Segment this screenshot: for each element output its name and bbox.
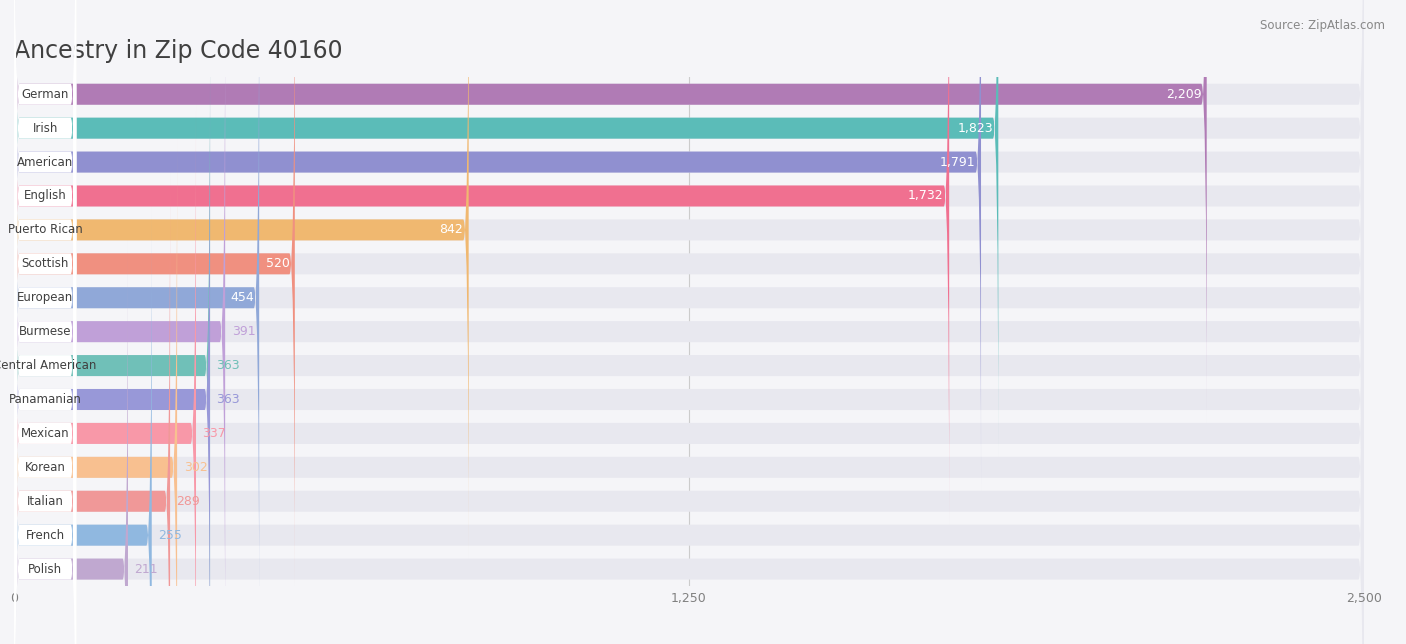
Text: 1,732: 1,732 xyxy=(908,189,943,202)
Text: 454: 454 xyxy=(231,291,253,304)
Text: Korean: Korean xyxy=(25,461,66,474)
FancyBboxPatch shape xyxy=(14,0,1364,592)
FancyBboxPatch shape xyxy=(14,0,259,627)
FancyBboxPatch shape xyxy=(14,0,949,525)
Text: English: English xyxy=(24,189,66,202)
FancyBboxPatch shape xyxy=(14,173,76,644)
FancyBboxPatch shape xyxy=(14,173,1364,644)
Text: 520: 520 xyxy=(266,258,290,270)
Text: 363: 363 xyxy=(217,359,240,372)
Text: 1,791: 1,791 xyxy=(941,156,976,169)
FancyBboxPatch shape xyxy=(14,0,468,558)
Text: 337: 337 xyxy=(202,427,226,440)
FancyBboxPatch shape xyxy=(14,0,1364,627)
FancyBboxPatch shape xyxy=(14,0,1364,423)
Text: 211: 211 xyxy=(135,563,157,576)
Text: Puerto Rican: Puerto Rican xyxy=(7,223,83,236)
FancyBboxPatch shape xyxy=(14,0,1206,423)
Text: American: American xyxy=(17,156,73,169)
Text: French: French xyxy=(25,529,65,542)
FancyBboxPatch shape xyxy=(14,0,76,525)
FancyBboxPatch shape xyxy=(14,0,76,592)
FancyBboxPatch shape xyxy=(14,3,225,644)
Text: Italian: Italian xyxy=(27,495,63,507)
FancyBboxPatch shape xyxy=(14,0,1364,457)
FancyBboxPatch shape xyxy=(14,71,76,644)
FancyBboxPatch shape xyxy=(14,3,1364,644)
FancyBboxPatch shape xyxy=(14,0,1364,558)
Text: Central American: Central American xyxy=(0,359,97,372)
FancyBboxPatch shape xyxy=(14,37,1364,644)
FancyBboxPatch shape xyxy=(14,173,170,644)
FancyBboxPatch shape xyxy=(14,240,1364,644)
FancyBboxPatch shape xyxy=(14,207,1364,644)
FancyBboxPatch shape xyxy=(14,138,76,644)
Text: Irish: Irish xyxy=(32,122,58,135)
FancyBboxPatch shape xyxy=(14,71,209,644)
Text: Mexican: Mexican xyxy=(21,427,69,440)
FancyBboxPatch shape xyxy=(14,37,76,644)
FancyBboxPatch shape xyxy=(14,37,209,644)
Text: 289: 289 xyxy=(177,495,200,507)
Text: 302: 302 xyxy=(184,461,207,474)
FancyBboxPatch shape xyxy=(14,0,998,457)
FancyBboxPatch shape xyxy=(14,0,295,592)
FancyBboxPatch shape xyxy=(14,0,1364,491)
FancyBboxPatch shape xyxy=(14,207,152,644)
FancyBboxPatch shape xyxy=(14,0,76,491)
Text: 363: 363 xyxy=(217,393,240,406)
FancyBboxPatch shape xyxy=(14,0,76,627)
FancyBboxPatch shape xyxy=(14,0,1364,525)
Text: Source: ZipAtlas.com: Source: ZipAtlas.com xyxy=(1260,19,1385,32)
Text: 1,823: 1,823 xyxy=(957,122,993,135)
Text: Burmese: Burmese xyxy=(18,325,72,338)
FancyBboxPatch shape xyxy=(14,71,1364,644)
FancyBboxPatch shape xyxy=(14,207,76,644)
FancyBboxPatch shape xyxy=(14,105,195,644)
FancyBboxPatch shape xyxy=(14,240,76,644)
Text: German: German xyxy=(21,88,69,100)
FancyBboxPatch shape xyxy=(14,0,76,423)
FancyBboxPatch shape xyxy=(14,240,128,644)
Text: Polish: Polish xyxy=(28,563,62,576)
FancyBboxPatch shape xyxy=(14,138,177,644)
FancyBboxPatch shape xyxy=(14,0,76,457)
FancyBboxPatch shape xyxy=(14,3,76,644)
Text: European: European xyxy=(17,291,73,304)
FancyBboxPatch shape xyxy=(14,138,1364,644)
FancyBboxPatch shape xyxy=(14,105,1364,644)
Text: 391: 391 xyxy=(232,325,256,338)
Text: Scottish: Scottish xyxy=(21,258,69,270)
Text: 2,209: 2,209 xyxy=(1166,88,1201,100)
Text: 255: 255 xyxy=(159,529,183,542)
FancyBboxPatch shape xyxy=(14,0,981,491)
FancyBboxPatch shape xyxy=(14,0,76,558)
Text: 842: 842 xyxy=(440,223,463,236)
Text: Panamanian: Panamanian xyxy=(8,393,82,406)
Text: Ancestry in Zip Code 40160: Ancestry in Zip Code 40160 xyxy=(14,39,343,63)
FancyBboxPatch shape xyxy=(14,105,76,644)
